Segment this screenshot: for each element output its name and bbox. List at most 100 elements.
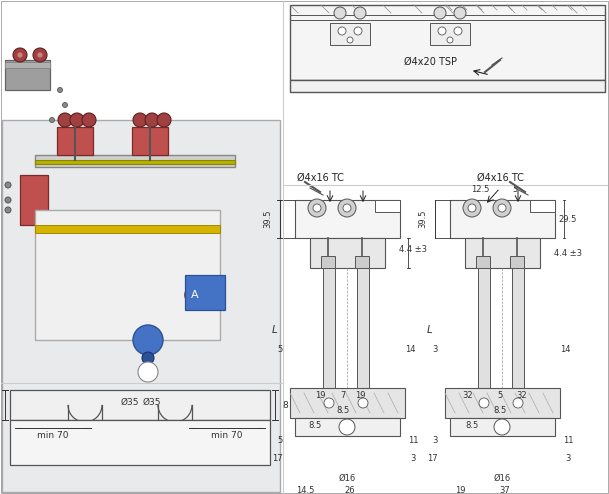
Bar (35, 160, 235, 164)
Circle shape (354, 27, 362, 35)
Text: 26: 26 (345, 486, 355, 494)
Circle shape (338, 199, 356, 217)
Circle shape (5, 182, 11, 188)
Circle shape (447, 37, 453, 43)
Bar (20, 175, 48, 225)
Circle shape (33, 48, 47, 62)
Text: Ø35: Ø35 (121, 398, 139, 407)
Circle shape (37, 52, 43, 58)
Text: 14: 14 (560, 345, 570, 355)
Text: 39.5: 39.5 (418, 210, 427, 228)
Circle shape (58, 113, 72, 127)
Circle shape (434, 7, 446, 19)
Bar (5, 60, 50, 90)
Bar (290, 388, 405, 418)
Text: Ø4x16 TC: Ø4x16 TC (297, 173, 343, 183)
Text: 29.5: 29.5 (559, 214, 577, 223)
Circle shape (133, 325, 163, 355)
Bar (355, 256, 369, 268)
Text: 14: 14 (405, 345, 415, 355)
Circle shape (343, 204, 351, 212)
Bar (478, 268, 490, 388)
Circle shape (138, 362, 158, 382)
Circle shape (313, 204, 321, 212)
Text: L: L (426, 325, 432, 335)
Circle shape (513, 398, 523, 408)
Text: 3: 3 (565, 453, 571, 462)
Circle shape (145, 113, 159, 127)
Text: 3: 3 (410, 453, 416, 462)
Circle shape (334, 7, 346, 19)
Bar (321, 256, 335, 268)
Text: 14.5: 14.5 (296, 486, 314, 494)
Text: 4.4 ±3: 4.4 ±3 (554, 248, 582, 257)
Circle shape (49, 118, 54, 123)
Text: 8.5: 8.5 (308, 420, 322, 429)
Bar (510, 256, 524, 268)
Text: 8.5: 8.5 (493, 406, 507, 414)
Bar (57, 127, 93, 155)
Text: 11: 11 (408, 436, 418, 445)
Text: L: L (271, 325, 277, 335)
Circle shape (354, 7, 366, 19)
Bar (450, 418, 555, 436)
Bar (10, 420, 270, 465)
Text: 5: 5 (278, 436, 283, 445)
Circle shape (63, 102, 68, 108)
Text: Ø16: Ø16 (339, 474, 356, 483)
Circle shape (347, 37, 353, 43)
Text: 5: 5 (512, 186, 518, 195)
Bar (295, 200, 400, 238)
Text: Ø35: Ø35 (143, 398, 161, 407)
Circle shape (17, 52, 23, 58)
Bar (35, 210, 220, 340)
Text: 8: 8 (282, 401, 287, 410)
Bar (310, 238, 385, 268)
Bar (185, 275, 225, 310)
Text: Ø4x20 TSP: Ø4x20 TSP (404, 57, 457, 67)
Circle shape (133, 113, 147, 127)
Bar (295, 418, 400, 436)
Bar (465, 238, 540, 268)
Circle shape (13, 48, 27, 62)
Text: 19: 19 (315, 390, 325, 400)
Text: 8.5: 8.5 (465, 420, 479, 429)
Text: 19: 19 (455, 486, 465, 494)
Text: 37: 37 (499, 486, 510, 494)
Text: Ø4x16 TC: Ø4x16 TC (477, 173, 524, 183)
Circle shape (185, 285, 205, 305)
Bar (357, 268, 369, 388)
Circle shape (494, 419, 510, 435)
Circle shape (57, 87, 63, 92)
Circle shape (438, 27, 446, 35)
Bar (330, 23, 370, 45)
Text: 19: 19 (355, 390, 365, 400)
Text: 7: 7 (340, 390, 346, 400)
Circle shape (142, 352, 154, 364)
Text: 4.4 ±3: 4.4 ±3 (399, 246, 427, 254)
Text: 17: 17 (428, 453, 438, 462)
Circle shape (338, 27, 346, 35)
Text: min 70: min 70 (211, 430, 243, 440)
Circle shape (5, 207, 11, 213)
Bar (375, 200, 400, 212)
Bar (132, 127, 168, 155)
Circle shape (463, 199, 481, 217)
Bar (35, 225, 220, 233)
Text: 32: 32 (516, 390, 527, 400)
Bar (290, 5, 605, 80)
Bar (476, 256, 490, 268)
Text: 39.5: 39.5 (263, 210, 272, 228)
Circle shape (82, 113, 96, 127)
Bar (450, 200, 555, 238)
Text: 3: 3 (432, 345, 438, 355)
Circle shape (454, 7, 466, 19)
Text: 8.5: 8.5 (336, 406, 350, 414)
Text: 32: 32 (463, 390, 473, 400)
Circle shape (339, 419, 355, 435)
Circle shape (358, 398, 368, 408)
Circle shape (468, 204, 476, 212)
Circle shape (70, 113, 84, 127)
Bar (530, 200, 555, 212)
Bar (5, 62, 50, 68)
